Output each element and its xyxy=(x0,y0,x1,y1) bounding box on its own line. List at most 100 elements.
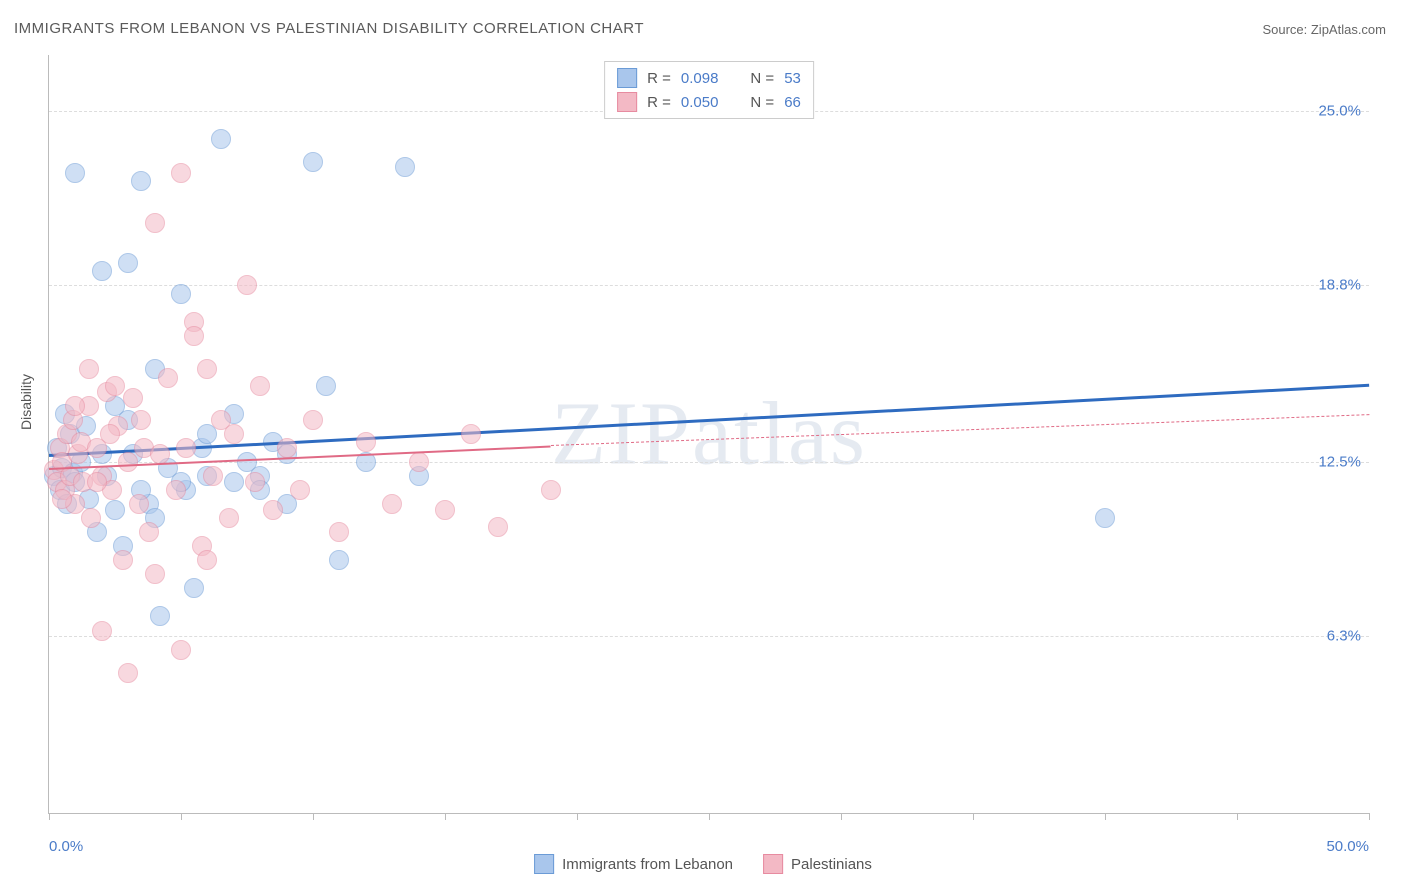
legend-item-palestinians: Palestinians xyxy=(763,854,872,874)
data-point xyxy=(105,376,125,396)
data-point xyxy=(113,550,133,570)
r-value-0: 0.098 xyxy=(681,70,719,87)
chart-title: IMMIGRANTS FROM LEBANON VS PALESTINIAN D… xyxy=(14,20,644,37)
source-name: ZipAtlas.com xyxy=(1311,22,1386,37)
data-point xyxy=(263,500,283,520)
data-point xyxy=(171,284,191,304)
data-point xyxy=(131,410,151,430)
y-tick-label: 25.0% xyxy=(1318,103,1361,120)
n-value-1: 66 xyxy=(784,94,801,111)
data-point xyxy=(87,472,107,492)
n-label-0: N = xyxy=(750,70,774,87)
x-tick xyxy=(313,813,314,820)
data-point xyxy=(105,500,125,520)
data-point xyxy=(100,424,120,444)
swatch-lebanon-bottom xyxy=(534,854,554,874)
legend-row-palestinians: R = 0.050 N = 66 xyxy=(617,90,801,114)
x-tick-label-start: 0.0% xyxy=(49,838,83,855)
x-tick xyxy=(1105,813,1106,820)
data-point xyxy=(65,163,85,183)
data-point xyxy=(409,452,429,472)
x-tick xyxy=(181,813,182,820)
data-point xyxy=(329,522,349,542)
source-label: Source: xyxy=(1262,22,1310,37)
data-point xyxy=(219,508,239,528)
data-point xyxy=(290,480,310,500)
data-point xyxy=(118,253,138,273)
series-name-0: Immigrants from Lebanon xyxy=(562,856,733,873)
x-tick xyxy=(1369,813,1370,820)
data-point xyxy=(245,472,265,492)
data-point xyxy=(129,494,149,514)
data-point xyxy=(184,578,204,598)
y-tick-label: 12.5% xyxy=(1318,454,1361,471)
x-tick xyxy=(841,813,842,820)
gridline xyxy=(49,636,1369,637)
data-point xyxy=(166,480,186,500)
data-point xyxy=(395,157,415,177)
data-point xyxy=(250,376,270,396)
legend-series: Immigrants from Lebanon Palestinians xyxy=(534,854,872,874)
data-point xyxy=(65,396,85,416)
data-point xyxy=(197,550,217,570)
data-point xyxy=(131,171,151,191)
data-point xyxy=(329,550,349,570)
data-point xyxy=(171,640,191,660)
legend-row-lebanon: R = 0.098 N = 53 xyxy=(617,66,801,90)
data-point xyxy=(541,480,561,500)
data-point xyxy=(145,564,165,584)
data-point xyxy=(277,438,297,458)
y-tick-label: 18.8% xyxy=(1318,277,1361,294)
x-tick xyxy=(49,813,50,820)
data-point xyxy=(303,152,323,172)
data-point xyxy=(158,368,178,388)
data-point xyxy=(171,163,191,183)
scatter-plot: ZIPatlas R = 0.098 N = 53 R = 0.050 N = … xyxy=(48,55,1369,814)
r-label-0: R = xyxy=(647,70,671,87)
series-name-1: Palestinians xyxy=(791,856,872,873)
data-point xyxy=(303,410,323,430)
data-point xyxy=(118,663,138,683)
r-value-1: 0.050 xyxy=(681,94,719,111)
data-point xyxy=(150,444,170,464)
data-point xyxy=(224,472,244,492)
swatch-palestinians-bottom xyxy=(763,854,783,874)
data-point xyxy=(81,508,101,528)
data-point xyxy=(488,517,508,537)
data-point xyxy=(123,388,143,408)
data-point xyxy=(145,213,165,233)
r-label-1: R = xyxy=(647,94,671,111)
data-point xyxy=(184,326,204,346)
y-tick-label: 6.3% xyxy=(1327,628,1361,645)
y-axis-label: Disability xyxy=(18,374,34,430)
x-tick xyxy=(973,813,974,820)
n-label-1: N = xyxy=(750,94,774,111)
trend-line xyxy=(551,414,1369,446)
data-point xyxy=(356,432,376,452)
data-point xyxy=(237,275,257,295)
data-point xyxy=(52,489,72,509)
swatch-lebanon xyxy=(617,68,637,88)
trend-line xyxy=(49,383,1369,456)
n-value-0: 53 xyxy=(784,70,801,87)
data-point xyxy=(316,376,336,396)
data-point xyxy=(176,438,196,458)
source-attribution: Source: ZipAtlas.com xyxy=(1262,22,1386,37)
x-tick xyxy=(709,813,710,820)
data-point xyxy=(382,494,402,514)
data-point xyxy=(139,522,159,542)
data-point xyxy=(79,359,99,379)
x-tick xyxy=(577,813,578,820)
data-point xyxy=(461,424,481,444)
data-point xyxy=(92,621,112,641)
data-point xyxy=(1095,508,1115,528)
x-tick xyxy=(1237,813,1238,820)
data-point xyxy=(118,452,138,472)
data-point xyxy=(197,359,217,379)
data-point xyxy=(92,261,112,281)
swatch-palestinians xyxy=(617,92,637,112)
data-point xyxy=(211,129,231,149)
data-point xyxy=(435,500,455,520)
legend-item-lebanon: Immigrants from Lebanon xyxy=(534,854,733,874)
x-tick-label-end: 50.0% xyxy=(1326,838,1369,855)
